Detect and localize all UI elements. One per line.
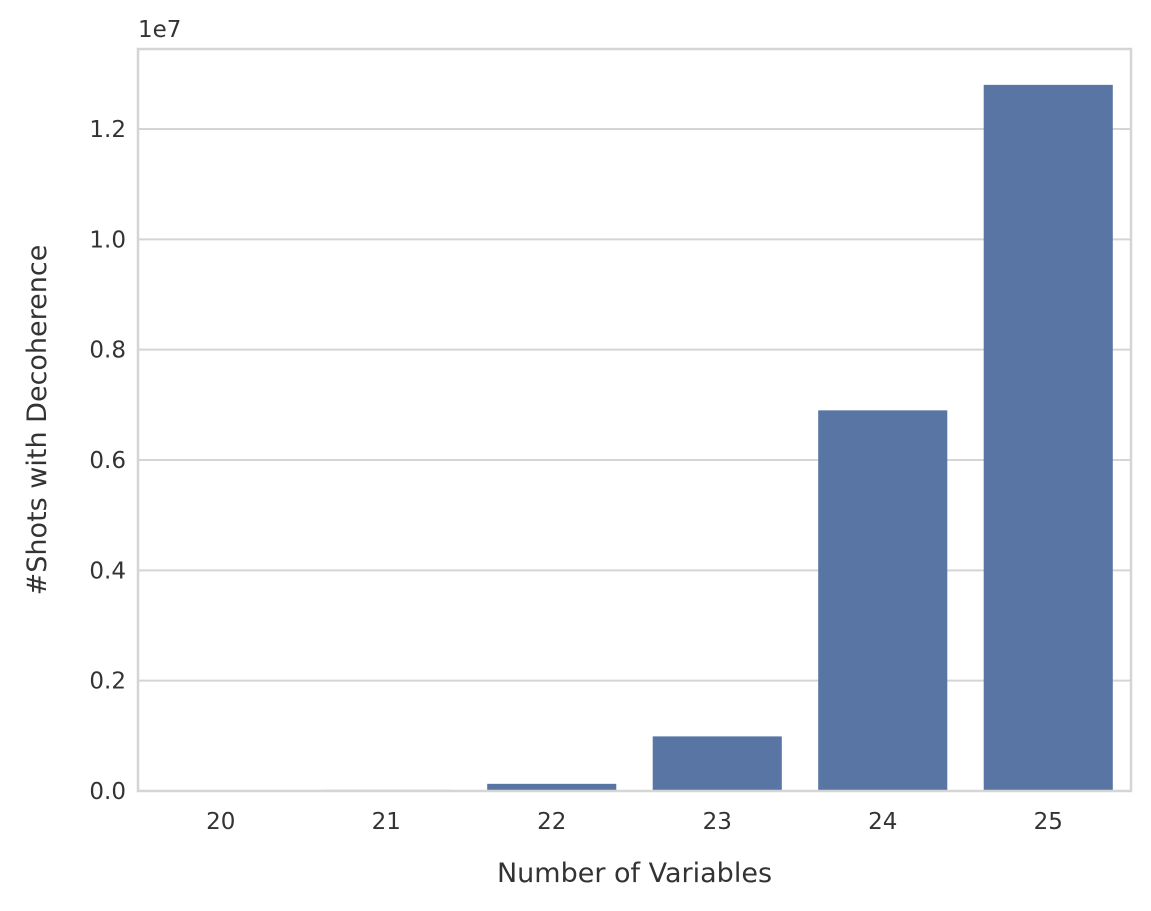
- y-axis-ticks: 0.0 0.2 0.4 0.6 0.8 1.0 1.2: [89, 117, 126, 805]
- x-tick-label: 20: [206, 809, 235, 835]
- y-tick-label: 0.6: [89, 448, 126, 474]
- y-tick-label: 1.2: [89, 117, 126, 143]
- x-axis-ticks: 20 21 22 23 24 25: [206, 809, 1063, 835]
- y-tick-label: 0.0: [89, 779, 126, 805]
- x-tick-label: 21: [372, 809, 401, 835]
- bar-24: [818, 410, 948, 791]
- bar-25: [983, 84, 1113, 791]
- y-tick-label: 1.0: [89, 227, 126, 253]
- x-tick-label: 23: [703, 809, 732, 835]
- y-tick-label: 0.4: [89, 558, 126, 584]
- y-axis-label: #Shots with Decoherence: [22, 245, 53, 596]
- grid-lines: [138, 127, 1131, 792]
- bars: [156, 84, 1113, 791]
- bar-22: [487, 783, 617, 791]
- x-tick-label: 25: [1034, 809, 1063, 835]
- y-offset-label: 1e7: [138, 17, 181, 43]
- y-tick-label: 0.8: [89, 338, 126, 364]
- x-tick-label: 22: [537, 809, 566, 835]
- y-tick-label: 0.2: [89, 669, 126, 695]
- x-tick-label: 24: [868, 809, 897, 835]
- x-axis-label: Number of Variables: [497, 858, 772, 889]
- bar-23: [652, 736, 782, 791]
- plot-frame: [136, 47, 1133, 793]
